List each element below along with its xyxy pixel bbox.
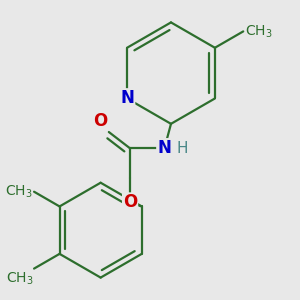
Text: N: N: [120, 89, 134, 107]
Text: CH$_3$: CH$_3$: [5, 184, 32, 200]
Text: CH$_3$: CH$_3$: [6, 270, 34, 286]
Text: CH$_3$: CH$_3$: [245, 23, 272, 40]
Text: H: H: [177, 141, 188, 156]
Text: O: O: [93, 112, 107, 130]
Text: O: O: [123, 193, 137, 211]
Text: N: N: [158, 140, 171, 158]
